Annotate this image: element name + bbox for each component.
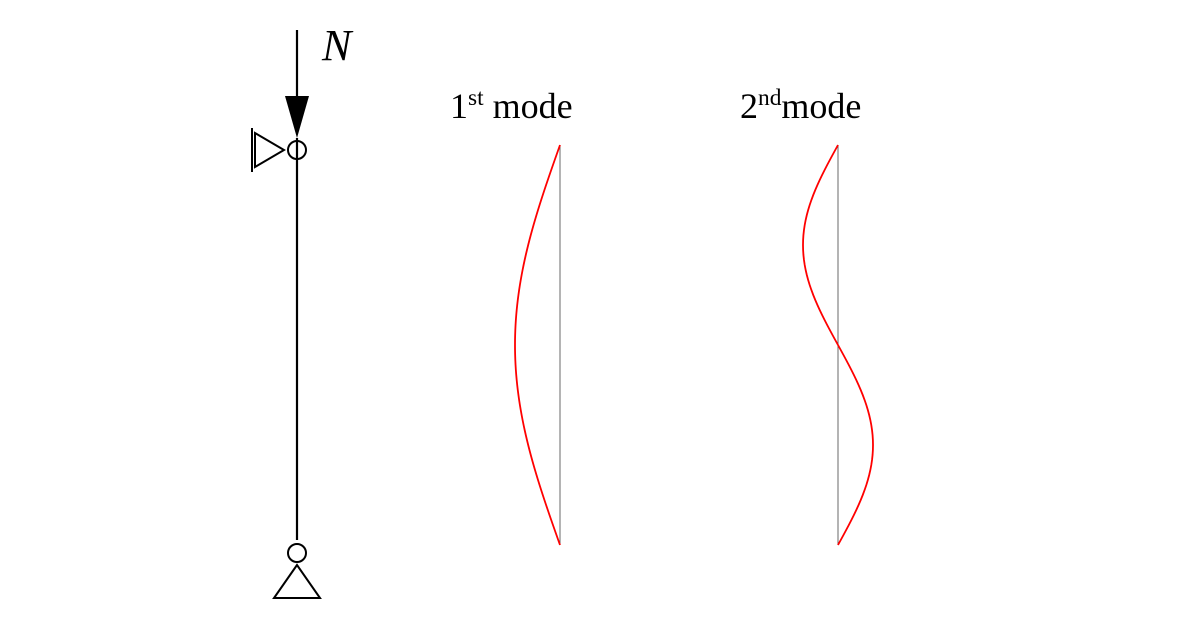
force-arrowhead <box>285 96 309 138</box>
mode1-curve <box>515 145 560 545</box>
bottom-pin-circle <box>288 544 306 562</box>
mode2-sup: nd <box>758 85 781 111</box>
force-label: N <box>322 20 351 71</box>
mode1-rest: mode <box>484 86 573 126</box>
mode2-rest: mode <box>781 86 861 126</box>
mode2-num: 2 <box>740 86 758 126</box>
bottom-pin-triangle <box>274 565 320 598</box>
mode2-label: 2ndmode <box>740 85 861 127</box>
mode1-label: 1st mode <box>450 85 573 127</box>
force-label-text: N <box>322 21 351 70</box>
diagram-svg <box>0 0 1200 630</box>
roller-triangle <box>255 133 284 167</box>
mode1-num: 1 <box>450 86 468 126</box>
mode1-sup: st <box>468 85 484 111</box>
